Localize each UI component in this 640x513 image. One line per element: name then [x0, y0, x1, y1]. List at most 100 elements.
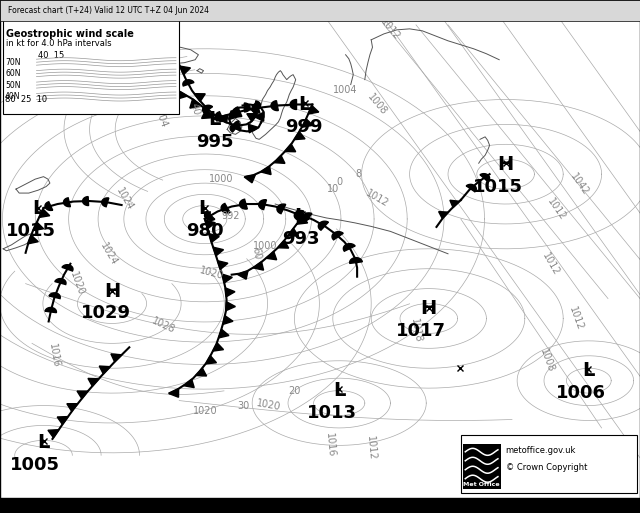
- Text: 1004: 1004: [151, 104, 169, 130]
- Text: 1028: 1028: [150, 316, 177, 336]
- Text: L: L: [198, 200, 211, 219]
- Polygon shape: [466, 184, 476, 192]
- Polygon shape: [63, 198, 70, 207]
- Text: 1012: 1012: [567, 305, 585, 332]
- Text: 999: 999: [285, 118, 323, 136]
- Polygon shape: [343, 244, 355, 251]
- Polygon shape: [226, 302, 236, 311]
- Polygon shape: [302, 119, 313, 127]
- Text: 995: 995: [196, 133, 233, 151]
- Text: 60N: 60N: [5, 69, 20, 78]
- Text: 1008: 1008: [538, 347, 556, 374]
- Text: 1012: 1012: [379, 17, 402, 43]
- Text: 1018: 1018: [409, 318, 423, 344]
- Text: 992: 992: [221, 211, 239, 222]
- Polygon shape: [218, 261, 228, 269]
- Polygon shape: [252, 103, 260, 113]
- Polygon shape: [180, 66, 191, 74]
- Text: L: L: [333, 381, 346, 400]
- Text: 993: 993: [282, 230, 319, 248]
- Polygon shape: [205, 356, 216, 364]
- Polygon shape: [218, 114, 228, 123]
- Text: 80  25  10: 80 25 10: [5, 95, 47, 105]
- Polygon shape: [349, 258, 362, 263]
- Bar: [0, 0, 640, 21]
- Polygon shape: [260, 166, 271, 174]
- Polygon shape: [183, 80, 194, 86]
- Polygon shape: [28, 235, 38, 244]
- Text: 1020: 1020: [198, 266, 225, 282]
- Text: 1006: 1006: [556, 384, 606, 402]
- Text: Geostrophic wind scale: Geostrophic wind scale: [6, 29, 134, 39]
- Text: 1015: 1015: [6, 223, 56, 241]
- Polygon shape: [234, 121, 241, 130]
- Text: Met Office: Met Office: [463, 482, 500, 487]
- Polygon shape: [48, 430, 59, 438]
- Text: 40N: 40N: [5, 92, 20, 101]
- Polygon shape: [88, 379, 99, 386]
- Text: 1008: 1008: [135, 91, 153, 117]
- Text: metoffice.gov.uk: metoffice.gov.uk: [506, 446, 576, 456]
- Polygon shape: [102, 198, 109, 207]
- Polygon shape: [205, 220, 216, 229]
- Text: Forecast chart (T+24) Valid 12 UTC T+Z 04 Jun 2024: Forecast chart (T+24) Valid 12 UTC T+Z 0…: [8, 6, 209, 15]
- Polygon shape: [274, 155, 285, 163]
- Text: 40  15: 40 15: [38, 51, 65, 60]
- Polygon shape: [83, 196, 88, 206]
- Polygon shape: [253, 262, 264, 270]
- Text: 1000: 1000: [209, 174, 233, 184]
- Polygon shape: [271, 101, 278, 111]
- Polygon shape: [99, 366, 110, 374]
- Text: L: L: [298, 95, 310, 114]
- Polygon shape: [287, 228, 298, 236]
- Polygon shape: [450, 200, 460, 207]
- Text: in kt for 4.0 hPa intervals: in kt for 4.0 hPa intervals: [6, 39, 112, 48]
- Polygon shape: [62, 265, 73, 271]
- Text: L: L: [294, 207, 307, 226]
- Polygon shape: [332, 232, 343, 240]
- Text: 1020: 1020: [193, 406, 217, 416]
- Polygon shape: [213, 343, 223, 351]
- Polygon shape: [297, 216, 308, 224]
- Text: 0: 0: [336, 176, 342, 187]
- Text: 1020: 1020: [256, 399, 282, 412]
- Polygon shape: [209, 233, 220, 242]
- Text: 1004: 1004: [333, 85, 358, 94]
- Text: 1016: 1016: [47, 343, 61, 369]
- Text: 1042: 1042: [568, 171, 590, 197]
- Polygon shape: [219, 329, 229, 338]
- Polygon shape: [111, 354, 122, 362]
- Text: 1013: 1013: [307, 404, 356, 422]
- Polygon shape: [67, 404, 77, 411]
- Text: 980: 980: [186, 223, 223, 241]
- Text: 50N: 50N: [5, 81, 20, 90]
- Polygon shape: [190, 99, 202, 108]
- Polygon shape: [230, 124, 239, 132]
- Polygon shape: [308, 106, 319, 114]
- Polygon shape: [290, 100, 296, 109]
- Text: 60: 60: [250, 247, 262, 261]
- Polygon shape: [229, 111, 239, 120]
- Polygon shape: [169, 389, 179, 397]
- Text: 20: 20: [288, 386, 301, 396]
- Text: 1012: 1012: [546, 196, 568, 222]
- Text: 1000: 1000: [253, 241, 278, 251]
- Polygon shape: [223, 315, 233, 324]
- Polygon shape: [253, 101, 260, 110]
- Polygon shape: [55, 279, 66, 285]
- Polygon shape: [248, 124, 259, 133]
- Text: 1012: 1012: [365, 435, 377, 461]
- Text: H: H: [420, 299, 437, 318]
- Polygon shape: [234, 107, 242, 116]
- Text: 1024: 1024: [115, 186, 135, 212]
- Polygon shape: [202, 110, 214, 119]
- Polygon shape: [225, 288, 235, 297]
- Polygon shape: [57, 417, 68, 424]
- Polygon shape: [215, 112, 224, 122]
- Bar: [3, 20, 179, 114]
- Polygon shape: [195, 94, 205, 102]
- Polygon shape: [176, 90, 188, 100]
- Text: © Crown Copyright: © Crown Copyright: [506, 463, 587, 472]
- Text: 1005: 1005: [10, 456, 60, 474]
- Bar: [463, 444, 501, 489]
